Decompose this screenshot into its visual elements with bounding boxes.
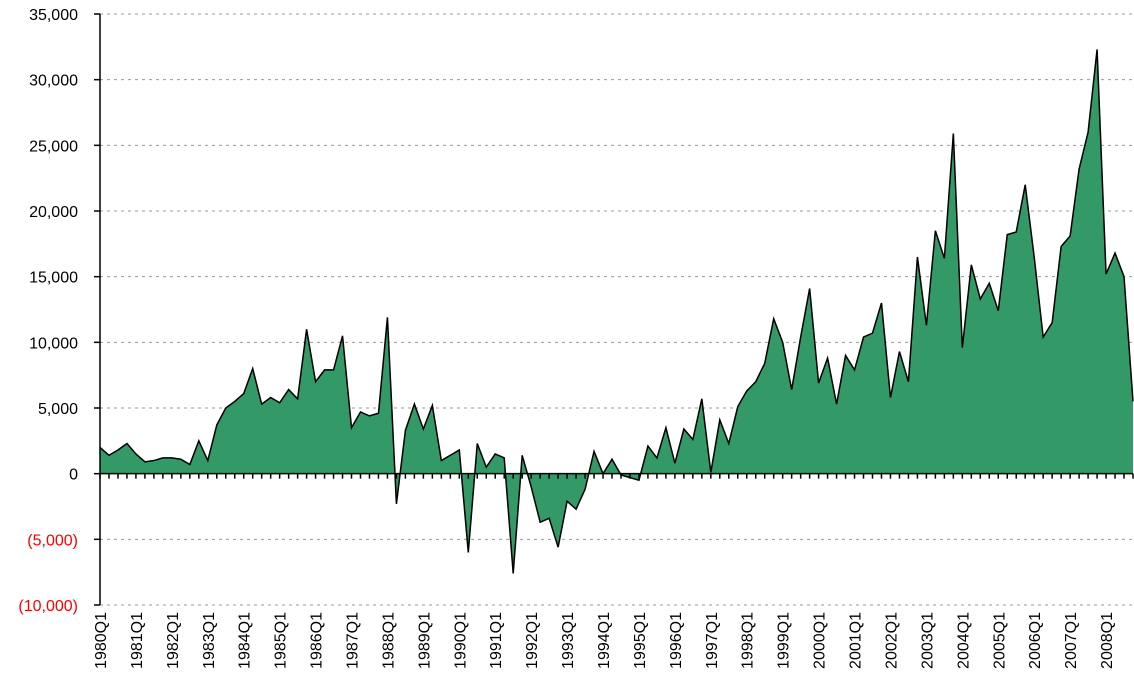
x-tick-label: 2007Q1 <box>1063 612 1080 669</box>
x-tick-label: 1998Q1 <box>740 612 757 669</box>
y-tick-label: (5,000) <box>27 532 78 549</box>
x-tick-label: 1986Q1 <box>309 612 326 669</box>
x-tick-label: 1995Q1 <box>632 612 649 669</box>
x-tick-label: 1990Q1 <box>452 612 469 669</box>
x-tick-label: 2003Q1 <box>919 612 936 669</box>
x-tick-label: 2000Q1 <box>812 612 829 669</box>
y-tick-label: 10,000 <box>29 335 78 352</box>
y-tick-label: 0 <box>69 467 78 484</box>
x-tick-label: 1983Q1 <box>201 612 218 669</box>
x-tick-label: 1981Q1 <box>129 612 146 669</box>
x-tick-label: 1980Q1 <box>93 612 110 669</box>
x-tick-label: 2004Q1 <box>955 612 972 669</box>
x-tick-label: 2001Q1 <box>848 612 865 669</box>
x-tick-label: 1999Q1 <box>776 612 793 669</box>
x-tick-label: 1985Q1 <box>273 612 290 669</box>
x-tick-label: 1992Q1 <box>524 612 541 669</box>
y-tick-label: 5,000 <box>38 401 78 418</box>
y-tick-label: 35,000 <box>29 7 78 24</box>
x-tick-label: 2008Q1 <box>1099 612 1116 669</box>
x-tick-label: 1997Q1 <box>704 612 721 669</box>
y-tick-label: (10,000) <box>18 598 78 615</box>
area-line <box>99 49 1134 574</box>
x-tick-label: 1989Q1 <box>416 612 433 669</box>
x-tick-label: 1994Q1 <box>596 612 613 669</box>
y-tick-label: 20,000 <box>29 204 78 221</box>
y-tick-label: 30,000 <box>29 73 78 90</box>
area <box>100 49 1133 574</box>
x-tick-label: 1988Q1 <box>380 612 397 669</box>
x-tick-label: 1987Q1 <box>345 612 362 669</box>
x-tick-label: 1984Q1 <box>237 612 254 669</box>
x-tick-label: 1996Q1 <box>668 612 685 669</box>
x-tick-label: 1993Q1 <box>560 612 577 669</box>
x-tick-label: 2005Q1 <box>991 612 1008 669</box>
x-tick-label: 2006Q1 <box>1027 612 1044 669</box>
x-tick-label: 1991Q1 <box>488 612 505 669</box>
y-tick-label: 25,000 <box>29 138 78 155</box>
x-tick-label: 1982Q1 <box>165 612 182 669</box>
x-tick-label: 2002Q1 <box>883 612 900 669</box>
y-tick-label: 15,000 <box>29 270 78 287</box>
